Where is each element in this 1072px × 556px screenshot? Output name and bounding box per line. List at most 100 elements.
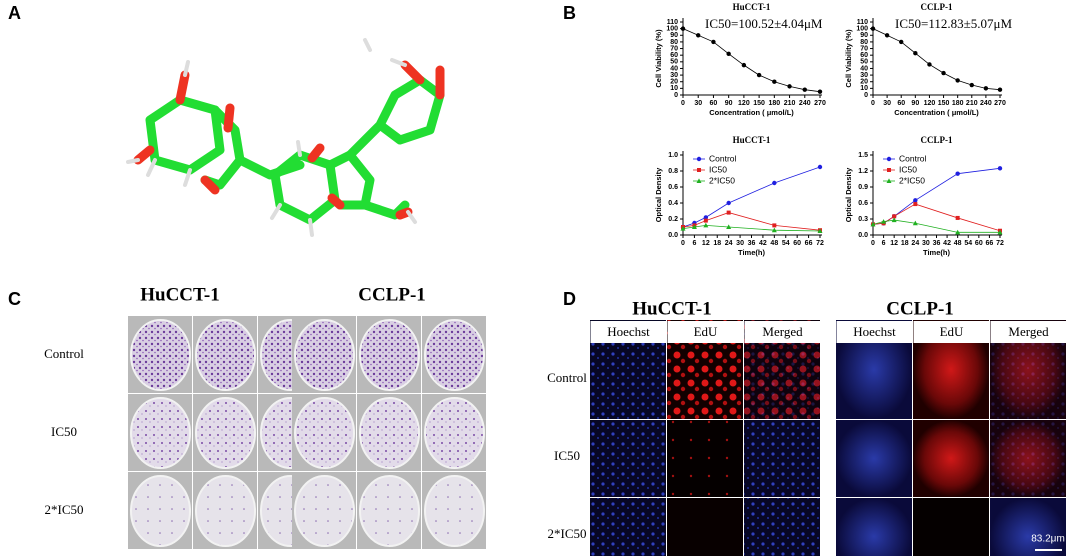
marker <box>887 168 891 172</box>
x-axis-label: Concentration ( μmol/L) <box>894 108 979 117</box>
fluorescence-image <box>667 420 743 497</box>
y-tick-label: 0.0 <box>858 232 868 239</box>
y-tick-label: 90 <box>860 32 868 39</box>
y-tick-label: 0.0 <box>668 232 678 239</box>
legend-label: Control <box>899 153 927 163</box>
label-bg <box>590 321 667 343</box>
marker <box>696 33 701 38</box>
panel-title: HuCCT-1 <box>632 298 712 319</box>
colony-dish <box>195 397 256 469</box>
x-axis-label: Time(h) <box>738 248 765 257</box>
marker <box>696 178 702 183</box>
column-label: Hoechst <box>853 324 896 339</box>
x-tick-label: 210 <box>784 100 796 107</box>
y-axis-label: Cell Viability (%) <box>844 29 853 88</box>
x-tick-label: 240 <box>799 100 811 107</box>
y-tick-label: 0 <box>864 92 868 99</box>
marker <box>886 178 892 183</box>
marker <box>927 62 932 67</box>
series-line <box>872 219 1000 233</box>
x-tick-label: 240 <box>980 100 992 107</box>
x-tick-label: 210 <box>966 100 978 107</box>
marker <box>886 156 892 162</box>
series-line <box>682 166 821 228</box>
label-bg <box>913 321 990 343</box>
fluorescence-image <box>667 498 743 556</box>
marker <box>881 219 887 224</box>
y-tick-label: 40 <box>860 65 868 72</box>
marker <box>802 87 807 92</box>
marker <box>726 224 732 229</box>
fluorescence-image <box>913 498 989 556</box>
colony-dish <box>294 475 355 547</box>
y-tick-label: 20 <box>860 79 868 86</box>
marker <box>891 217 897 223</box>
x-axis-label: Concentration ( μmol/L) <box>709 108 794 117</box>
x-tick-label: 150 <box>753 100 765 107</box>
x-tick-label: 6 <box>692 240 696 247</box>
y-tick-label: 110 <box>667 19 678 26</box>
x-tick-label: 54 <box>782 240 790 247</box>
x-tick-label: 12 <box>702 240 710 247</box>
row-label: 2*IC50 <box>548 526 587 541</box>
y-tick-label: 80 <box>670 39 678 46</box>
marker <box>680 26 686 31</box>
y-tick-label: 1.5 <box>858 152 868 159</box>
series-line <box>872 28 1001 91</box>
fluorescence-image <box>990 498 1066 556</box>
colony-dish <box>130 397 191 469</box>
y-tick-label: 0.3 <box>858 216 868 223</box>
marker <box>955 171 960 176</box>
marker <box>955 229 961 235</box>
marker <box>703 222 709 228</box>
y-tick-label: 70 <box>670 45 678 52</box>
legend-label: IC50 <box>709 164 727 174</box>
marker <box>913 202 918 207</box>
fluorescence-image <box>590 420 666 497</box>
fluorescence-image <box>913 420 989 497</box>
marker <box>772 79 777 84</box>
x-tick-label: 24 <box>725 240 733 247</box>
marker <box>756 72 762 78</box>
marker <box>691 224 697 229</box>
marker <box>680 226 686 231</box>
marker <box>726 51 731 57</box>
x-tick-label: 72 <box>816 240 824 247</box>
y-axis-label: Optical Density <box>844 167 853 222</box>
x-tick-label: 42 <box>759 240 767 247</box>
marker <box>912 220 918 226</box>
column-label: Merged <box>1008 324 1049 339</box>
panel-label: D <box>563 289 576 309</box>
marker <box>955 78 960 83</box>
chart-title: HuCCT-1 <box>733 135 771 145</box>
x-tick-label: 42 <box>943 240 951 247</box>
colony-dish <box>424 397 485 469</box>
x-axis-label: Time(h) <box>923 248 950 257</box>
marker <box>703 218 708 223</box>
chart-title: CCLP-1 <box>921 135 953 145</box>
series-line <box>682 28 821 93</box>
marker <box>696 156 702 162</box>
legend-label: 2*IC50 <box>709 175 735 185</box>
marker <box>726 200 731 206</box>
y-tick-label: 10 <box>860 85 868 92</box>
marker <box>817 228 823 233</box>
colony-dish <box>130 475 191 547</box>
x-tick-label: 150 <box>938 100 950 107</box>
y-tick-label: 0 <box>674 92 678 99</box>
x-tick-label: 60 <box>975 240 983 247</box>
colony-dish <box>195 475 256 547</box>
marker <box>892 214 897 219</box>
x-tick-label: 120 <box>738 100 750 107</box>
x-tick-label: 12 <box>890 240 898 247</box>
colony-panel: HuCCT-1 CCLP-1 <box>140 284 426 305</box>
fluorescence-image <box>836 420 912 497</box>
x-tick-label: 48 <box>954 240 962 247</box>
chart-title: HuCCT-1 <box>733 2 771 12</box>
y-tick-label: 50 <box>670 59 678 66</box>
x-tick-label: 30 <box>883 100 891 107</box>
colony-dish <box>130 319 191 391</box>
marker <box>997 229 1003 235</box>
column-label: Hoechst <box>607 324 650 339</box>
